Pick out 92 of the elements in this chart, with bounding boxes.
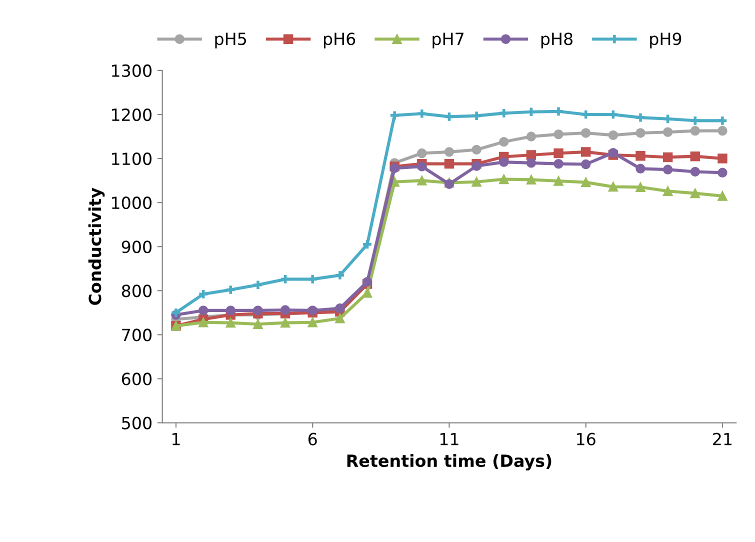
legend-label: pH5 xyxy=(215,32,246,48)
point xyxy=(416,108,428,120)
point xyxy=(662,127,673,137)
point xyxy=(662,186,673,196)
point xyxy=(307,274,318,285)
point xyxy=(417,162,427,172)
y-axis-title: Conductivity xyxy=(88,188,105,305)
point xyxy=(718,126,728,136)
point xyxy=(335,303,345,314)
point xyxy=(690,115,701,126)
point xyxy=(499,136,509,147)
x-tick-label: 16 xyxy=(577,432,596,446)
point xyxy=(253,319,263,329)
point xyxy=(636,128,646,138)
legend-label: pH8 xyxy=(541,32,572,48)
point xyxy=(608,182,618,192)
point xyxy=(580,159,591,170)
point xyxy=(308,306,318,316)
point xyxy=(362,288,372,298)
point xyxy=(690,188,700,198)
y-tick-label: 500 xyxy=(122,416,152,430)
point xyxy=(470,110,482,122)
point xyxy=(526,174,536,185)
x-tick-label: 1 xyxy=(172,432,180,446)
point xyxy=(554,158,564,169)
y-tick-label: 800 xyxy=(122,284,152,298)
point xyxy=(444,147,454,157)
point xyxy=(526,106,537,118)
point xyxy=(662,152,673,162)
point xyxy=(226,306,236,316)
point xyxy=(636,164,646,174)
point xyxy=(554,176,564,186)
point xyxy=(499,157,509,167)
point xyxy=(554,129,564,140)
y-tick-label: 1200 xyxy=(112,108,152,122)
point xyxy=(662,164,673,174)
point xyxy=(498,108,510,119)
point xyxy=(225,284,236,296)
point xyxy=(362,238,373,250)
legend-label: pH9 xyxy=(650,32,682,48)
point xyxy=(280,318,290,328)
point xyxy=(718,168,728,178)
x-tick-label: 11 xyxy=(440,432,458,446)
point xyxy=(198,288,209,300)
point xyxy=(580,128,591,138)
point xyxy=(226,318,236,328)
point xyxy=(335,314,345,324)
point xyxy=(636,151,646,161)
y-tick-label: 900 xyxy=(122,240,152,254)
point xyxy=(280,305,290,315)
legend-label: pH7 xyxy=(432,32,464,48)
x-axis-title: Retention time (Days) xyxy=(347,454,552,470)
point xyxy=(472,161,482,171)
point xyxy=(634,112,646,124)
point xyxy=(444,158,454,169)
point xyxy=(389,110,400,121)
point xyxy=(526,132,536,142)
point xyxy=(253,306,263,316)
y-tick-label: 1000 xyxy=(112,196,152,210)
point xyxy=(280,274,291,285)
point xyxy=(608,130,618,140)
point xyxy=(417,176,427,186)
point xyxy=(662,113,674,124)
point xyxy=(472,144,482,155)
y-tick-label: 700 xyxy=(122,328,152,342)
point xyxy=(718,154,728,164)
point xyxy=(444,111,455,122)
point xyxy=(526,150,536,160)
point xyxy=(636,182,646,192)
legend-label: pH6 xyxy=(324,32,356,48)
point xyxy=(198,306,208,316)
point xyxy=(580,147,591,157)
point xyxy=(499,174,509,184)
point xyxy=(690,166,700,177)
point xyxy=(308,317,318,328)
y-tick-label: 1100 xyxy=(112,152,152,166)
x-tick-label: 6 xyxy=(308,432,317,446)
point xyxy=(580,177,591,188)
point xyxy=(608,148,618,158)
point xyxy=(718,191,728,201)
y-tick-label: 1300 xyxy=(112,64,152,78)
point xyxy=(334,270,346,281)
x-tick-label: 21 xyxy=(713,432,732,446)
point xyxy=(690,151,700,162)
point xyxy=(417,148,427,158)
point xyxy=(526,158,536,168)
point xyxy=(472,177,482,187)
point xyxy=(554,148,564,158)
point xyxy=(690,126,700,136)
point xyxy=(198,317,208,328)
y-tick-label: 600 xyxy=(122,372,152,386)
point xyxy=(252,279,264,290)
